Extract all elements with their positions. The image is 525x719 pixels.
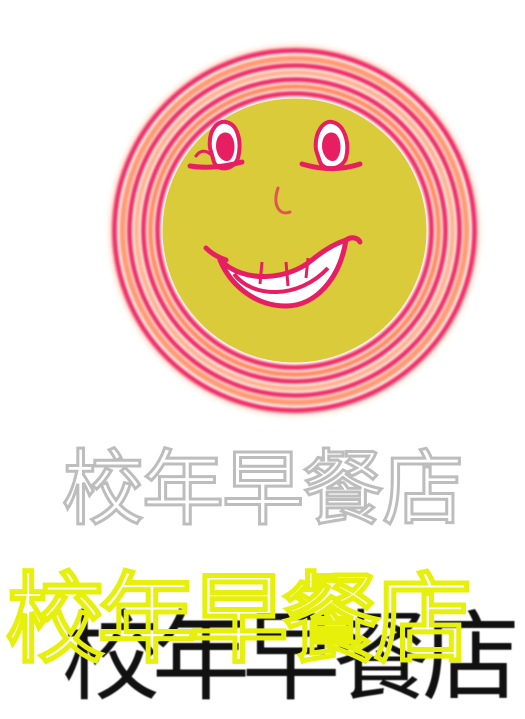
store-name-yellow-outline: 校年早餐店 (3, 563, 474, 678)
store-name-black: 校年早餐店 (62, 601, 520, 715)
store-name-outline: 校年早餐店 (61, 441, 466, 539)
store-name-stacked: 校年早餐店 校年早餐店 (0, 563, 525, 715)
smiling-sun-face-icon (108, 44, 481, 417)
